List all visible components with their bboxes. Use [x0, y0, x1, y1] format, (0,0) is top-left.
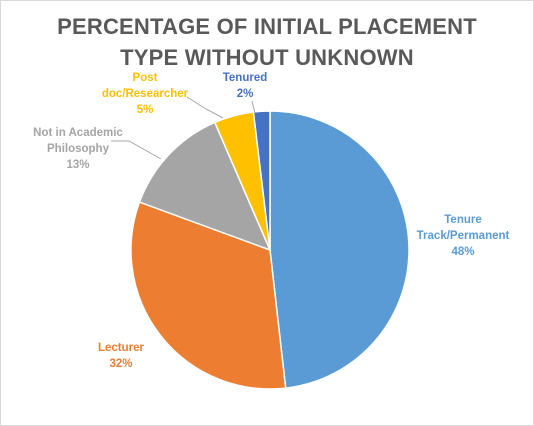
leader-line-tenured [251, 100, 256, 114]
leader-line-not-academic [111, 140, 162, 160]
chart-title-line-2: TYPE WITHOUT UNKNOWN [120, 45, 414, 70]
data-label-postdoc: Post doc/Researcher 5% [102, 72, 189, 116]
pie-slice-tenure-track [269, 110, 410, 389]
pie-slice-lecturer [130, 201, 287, 390]
data-label-lecturer: Lecturer 32% [98, 342, 145, 370]
pie-slice-not-academic [138, 121, 272, 252]
pie-slice-tenured [252, 110, 271, 251]
chart-title: PERCENTAGE OF INITIAL PLACEMENT TYPE WIT… [1, 11, 533, 73]
data-label-tenure-track: Tenure Track/Permanent 48% [417, 214, 510, 258]
data-label-not-academic: Not in Academic Philosophy 13% [33, 127, 123, 171]
leader-line-postdoc [186, 96, 224, 119]
chart-title-line-1: PERCENTAGE OF INITIAL PLACEMENT [57, 14, 477, 39]
data-label-tenured: Tenured 2% [223, 72, 268, 100]
